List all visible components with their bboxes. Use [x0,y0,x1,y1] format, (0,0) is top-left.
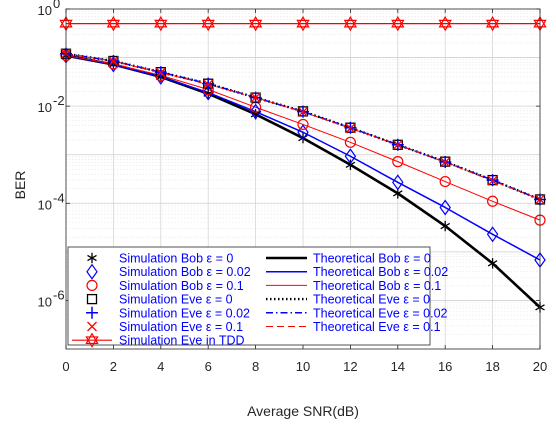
data-point [343,15,358,28]
data-point [154,19,168,32]
data-point [440,222,451,230]
y-tick-label: 10 [38,100,52,115]
x-tick-label: 6 [205,359,212,374]
data-point [487,175,498,186]
data-point [344,148,357,165]
data-point [345,161,356,168]
data-point [154,15,168,28]
legend-marker [85,332,99,345]
x-tick-label: 8 [252,359,259,374]
y-tick-label: 10 [38,3,52,18]
legend-box [67,246,431,346]
data-point [106,15,121,28]
legend-label: Theoretical Bob ε = 0.1 [313,279,441,293]
legend-marker [86,279,98,291]
data-point [201,19,215,32]
legend-label: Simulation Bob ε = 0 [119,252,233,266]
data-point [296,19,310,32]
data-point [297,124,309,141]
legend-label: Simulation Eve ε = 0 [119,293,233,307]
data-point [297,118,309,131]
data-point [203,79,214,90]
data-point [344,136,356,148]
x-tick-label: 18 [485,359,499,374]
data-point [391,15,405,28]
data-point [487,195,499,207]
data-point [438,19,452,32]
y-tick-exponent: 0 [53,0,60,11]
y-tick-exponent: -2 [53,93,65,108]
data-point [439,175,451,188]
legend-label: Theoretical Eve ε = 0.02 [313,306,448,320]
x-tick-label: 16 [438,359,452,374]
x-tick-label: 12 [343,359,357,374]
data-point [487,260,498,267]
legend-marker [86,306,98,319]
legend-label: Theoretical Eve ε = 0 [313,293,430,307]
legend-marker [85,336,99,348]
data-point [107,56,120,73]
x-tick-label: 2 [110,359,117,374]
data-point [391,19,405,32]
legend-label: Theoretical Bob ε = 0.02 [313,265,448,279]
data-point [250,111,261,118]
data-point [343,19,358,32]
data-point [249,103,262,120]
y-axis-label: BER [12,171,28,200]
y-tick-label: 10 [38,294,52,309]
legend-label: Simulation Bob ε = 0.1 [119,279,244,293]
data-point [439,199,451,216]
data-point [296,15,310,28]
data-point [345,123,356,134]
legend-marker [87,321,97,332]
x-tick-labels: 0 2 4 6 8 10 12 14 16 18 20 [62,359,547,374]
plot-frame [65,8,541,350]
data-point [298,106,308,117]
data-point [392,139,403,150]
data-point [392,156,404,168]
y-tick-label: 10 [38,197,52,212]
x-tick-label: 10 [296,359,310,374]
data-point [106,19,121,32]
data-point [485,19,500,32]
y-tick-exponent: -6 [53,287,65,302]
x-tick-label: 4 [157,359,164,374]
data-point [250,92,261,103]
data-point [155,68,167,85]
y-tick-exponent: -4 [53,190,65,205]
x-axis-label: Average SNR(dB) [247,403,359,419]
data-point [202,84,214,101]
x-tick-label: 20 [533,359,547,374]
data-point [392,190,403,197]
series-line [65,54,541,261]
legend-marker [86,263,98,280]
x-tick-label: 14 [391,359,405,374]
legend-label: Simulation Eve in TDD [119,334,245,348]
data-point [392,174,404,191]
data-point [486,226,499,243]
data-point [440,157,451,168]
legend-label: Simulation Bob ε = 0.02 [119,265,251,279]
data-point [108,56,119,67]
data-point [438,15,452,28]
x-tick-label: 0 [62,359,69,374]
legend-marker [86,293,98,305]
data-point [155,67,166,78]
legend-label: Theoretical Eve ε = 0.1 [313,320,441,334]
legend-label: Theoretical Bob ε = 0 [313,252,431,266]
data-point [298,134,308,142]
legend-marker [87,254,97,262]
data-point [485,15,500,28]
legend-label: Simulation Eve ε = 0.02 [119,306,250,320]
legend-label: Simulation Eve ε = 0.1 [119,320,243,334]
data-point [248,15,263,28]
series-markers [59,15,547,313]
data-point [248,19,263,32]
data-point [201,15,215,28]
